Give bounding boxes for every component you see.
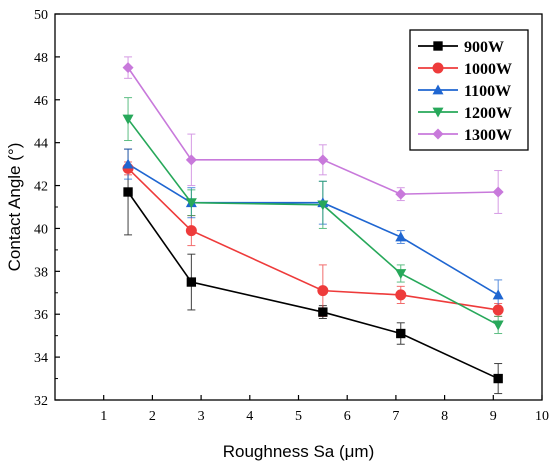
y-tick-label: 38 xyxy=(34,265,48,280)
y-tick-label: 42 xyxy=(34,180,48,195)
data-point xyxy=(395,269,407,279)
data-point xyxy=(185,198,197,209)
legend-marker xyxy=(433,41,443,51)
y-tick-label: 50 xyxy=(34,8,48,23)
data-point xyxy=(396,328,406,339)
data-point xyxy=(492,304,504,316)
y-tick-label: 40 xyxy=(34,222,48,237)
x-axis-ticks: 1 2 3 4 5 6 7 8 9 10 xyxy=(100,395,549,424)
series-line-1 xyxy=(127,167,499,311)
y-tick-label: 44 xyxy=(34,137,48,152)
data-point xyxy=(492,289,504,300)
data-point xyxy=(317,200,329,211)
x-tick-label: 2 xyxy=(149,409,156,424)
x-tick-label: 7 xyxy=(392,409,399,424)
x-tick-label: 9 xyxy=(490,409,497,424)
y-tick-label: 48 xyxy=(34,51,48,66)
x-tick-label: 6 xyxy=(344,409,351,424)
x-tick-label: 1 xyxy=(100,409,107,424)
legend: 900W 1000W 1100W 1200W 1300W xyxy=(409,29,529,151)
data-point xyxy=(493,373,503,384)
x-tick-label: 4 xyxy=(246,409,253,424)
series-markers xyxy=(122,62,504,384)
legend-label: 1200W xyxy=(464,105,512,122)
y-axis-ticks: 32 34 36 38 40 42 44 46 48 50 xyxy=(34,8,60,409)
data-point xyxy=(317,154,329,166)
data-point xyxy=(492,186,504,198)
legend-marker xyxy=(432,84,444,95)
y-tick-label: 34 xyxy=(34,351,48,366)
legend-marker xyxy=(432,128,444,140)
y-tick-label: 32 xyxy=(34,394,48,409)
x-tick-label: 10 xyxy=(535,409,549,424)
series-line-0 xyxy=(127,191,499,380)
data-point xyxy=(122,114,134,125)
legend-marker xyxy=(432,62,444,74)
data-point xyxy=(395,289,407,301)
legend-label: 1000W xyxy=(464,61,512,78)
legend-marker xyxy=(432,107,444,118)
x-tick-label: 5 xyxy=(295,409,302,424)
x-tick-label: 3 xyxy=(198,409,205,424)
y-axis-title: Contact Angle (°) xyxy=(5,143,24,272)
data-point xyxy=(317,285,329,297)
data-point xyxy=(395,188,407,200)
series-line-2 xyxy=(127,163,499,296)
data-point xyxy=(122,158,134,169)
data-point xyxy=(185,225,197,237)
y-tick-label: 36 xyxy=(34,308,48,323)
data-point xyxy=(186,277,197,287)
legend-label: 900W xyxy=(464,39,504,56)
legend-label: 1300W xyxy=(464,127,512,144)
data-point xyxy=(492,320,504,331)
legend-label: 1100W xyxy=(464,83,511,100)
data-point xyxy=(123,187,133,197)
data-point xyxy=(185,154,197,166)
data-point xyxy=(122,62,134,74)
data-point xyxy=(318,307,328,317)
y-tick-label: 46 xyxy=(34,94,48,109)
x-tick-label: 8 xyxy=(441,409,448,424)
data-point xyxy=(395,231,407,242)
x-axis-title: Roughness Sa (μm) xyxy=(223,442,375,461)
